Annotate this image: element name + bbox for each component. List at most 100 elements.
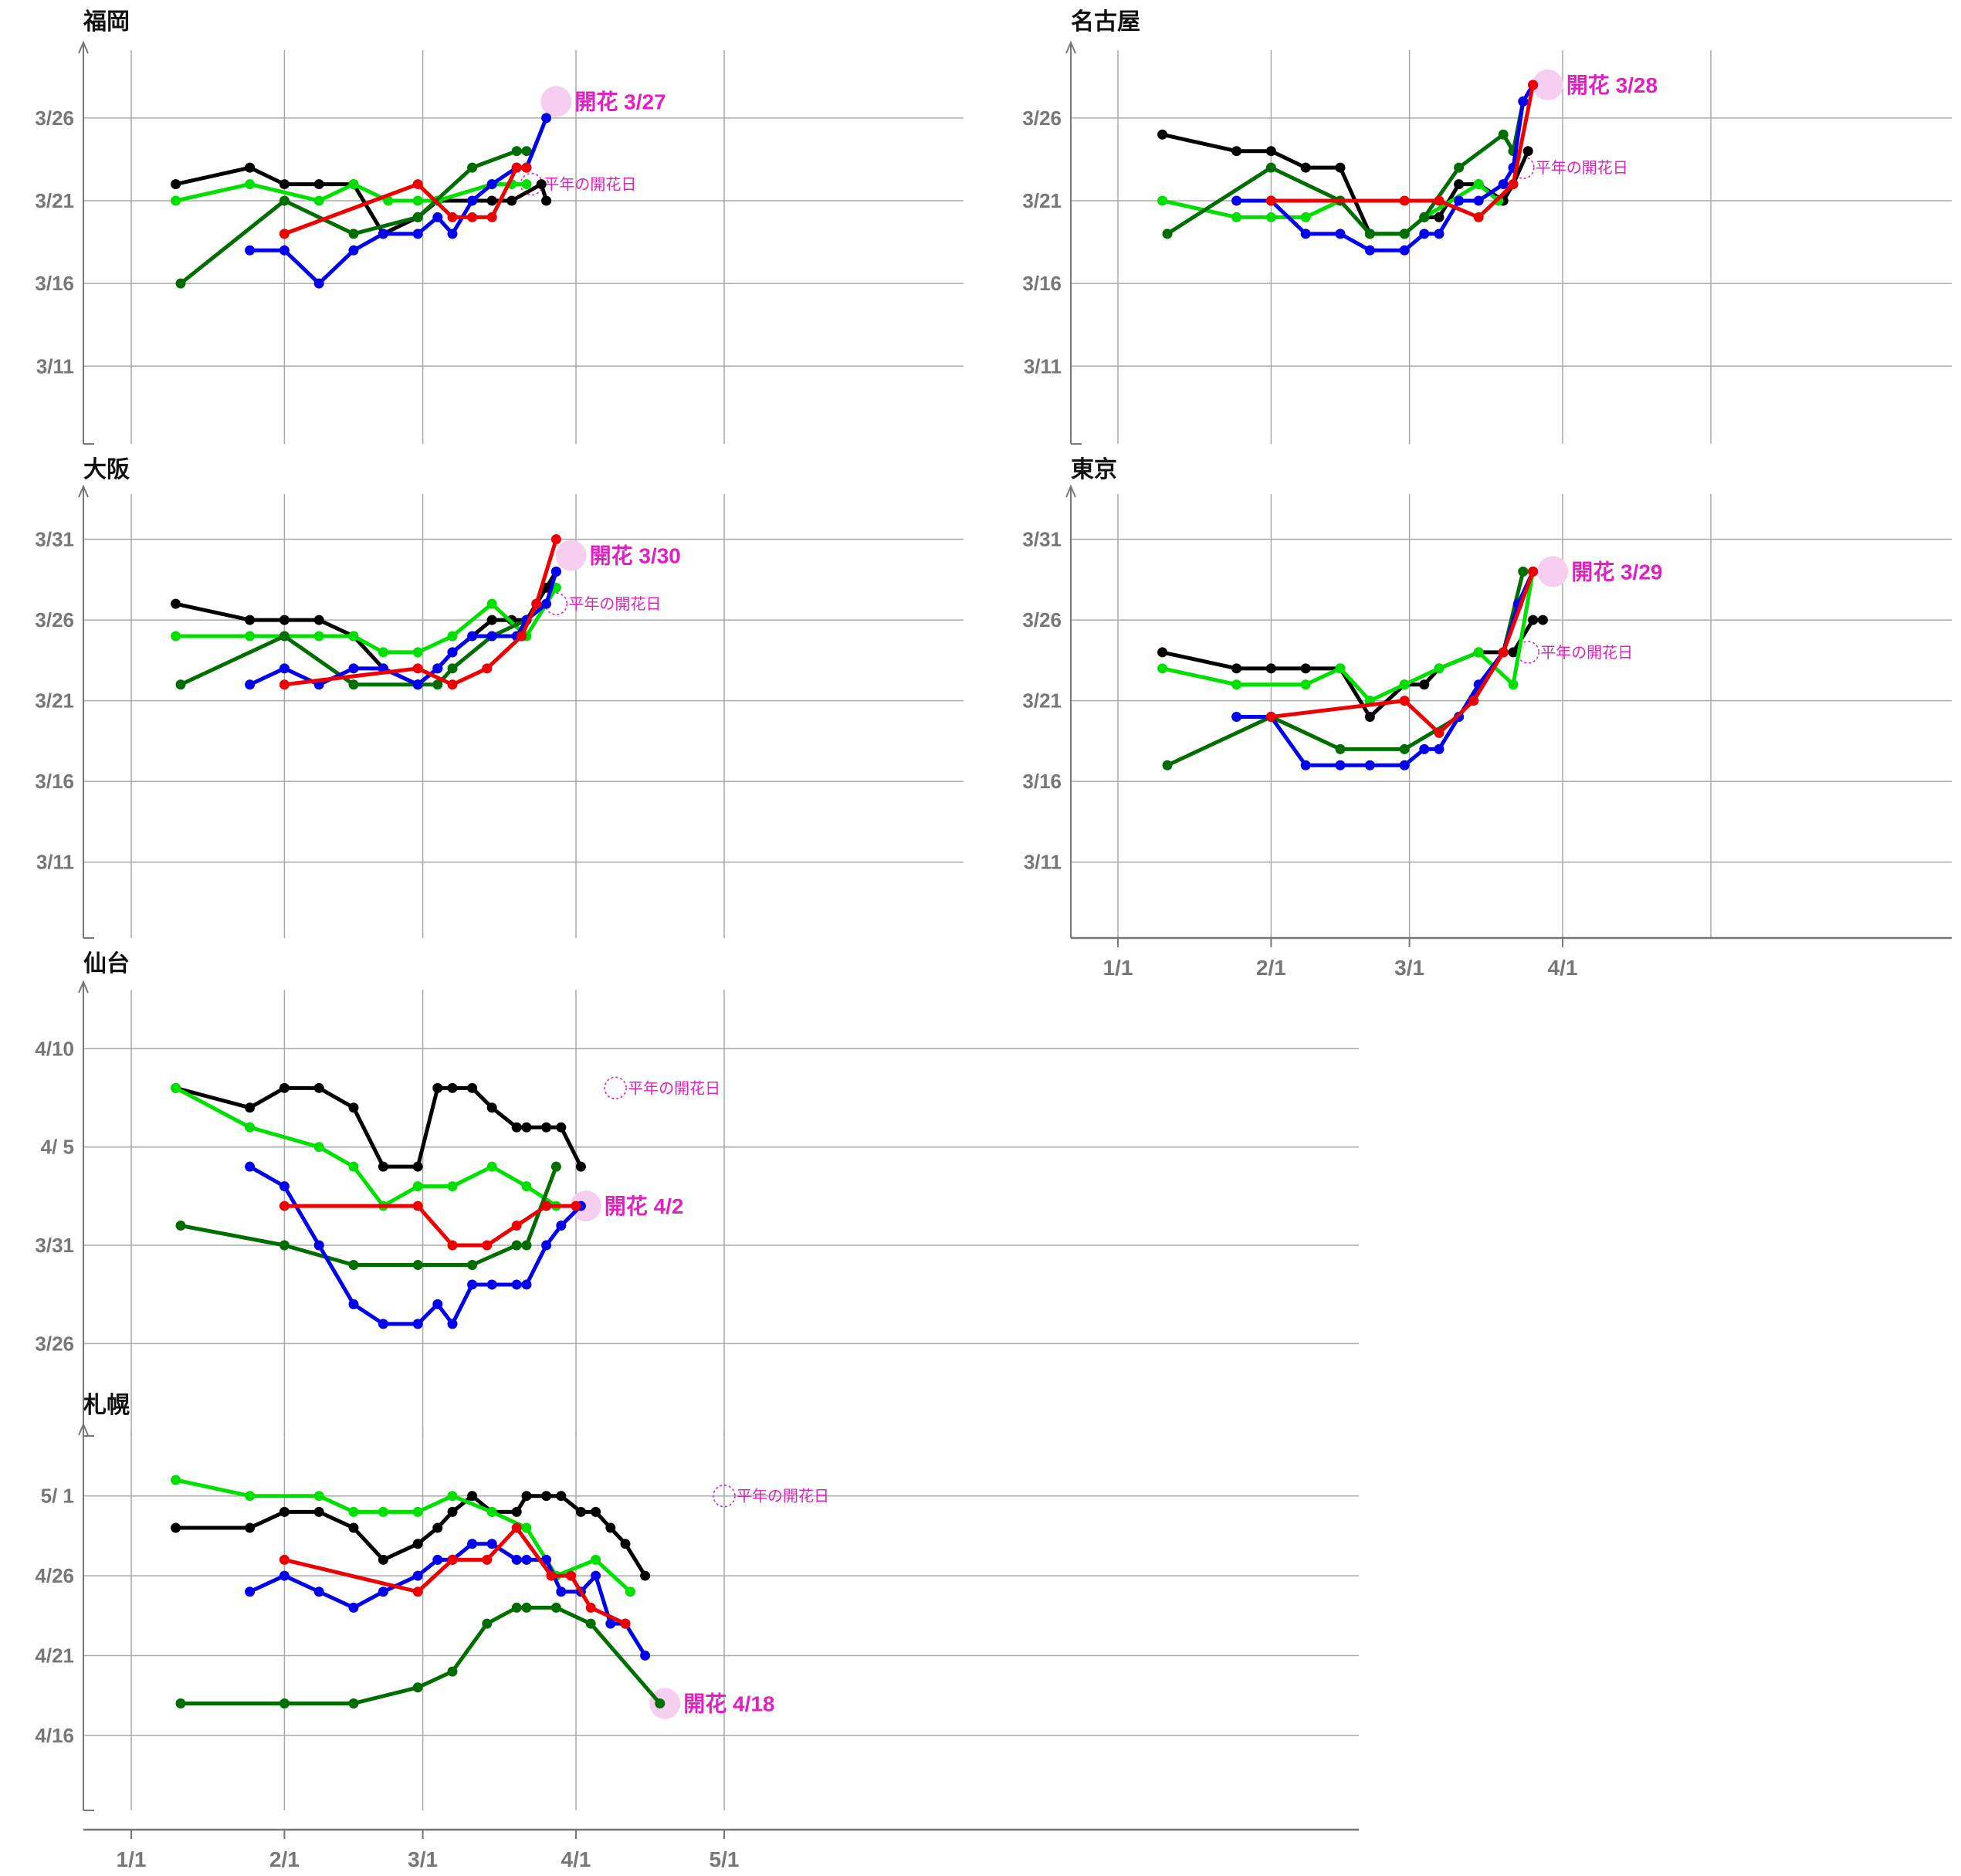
data-point [482,1240,493,1251]
data-point [171,179,181,190]
y-tick-label: 4/10 [35,1037,74,1060]
normal-bloom-marker [604,1076,628,1100]
data-point [447,1240,458,1251]
data-point [482,1618,493,1629]
data-point [279,1570,290,1581]
data-point [1265,195,1276,206]
data-point [1157,647,1168,658]
data-point [279,245,290,256]
x-tick-label: 2/1 [1256,956,1286,980]
data-point [1231,212,1242,222]
data-point [521,1554,532,1565]
data-point [1434,195,1445,206]
data-point [486,1102,497,1113]
data-point [447,1082,458,1093]
data-point [541,598,552,609]
data-point [412,1161,423,1172]
data-point [1300,229,1311,239]
data-point [1265,663,1276,674]
data-point [447,229,458,239]
chart-title: 札幌 [83,1393,130,1418]
data-point [447,1181,458,1192]
series-line-3 [1165,99,1526,236]
data-point [640,1570,651,1581]
series-line-5 [1268,569,1536,735]
data-point [486,1506,497,1517]
y-tick-label: 3/16 [35,770,74,793]
series-line-3 [178,1164,558,1267]
data-point [511,1506,522,1517]
series-line-5 [1268,83,1536,219]
data-point [412,647,423,658]
data-point [447,212,458,222]
data-point [313,1586,324,1597]
data-point [467,195,478,206]
data-point [175,278,186,289]
data-point [541,1491,552,1502]
data-point [171,1082,181,1093]
data-point [171,598,181,609]
data-point [591,1570,601,1581]
data-point [447,1554,458,1565]
data-point [348,245,359,256]
data-point [521,179,532,190]
data-point [1364,760,1375,770]
data-point [432,212,443,222]
data-point [1162,760,1173,770]
data-point [313,278,324,289]
series-line-3 [178,618,529,687]
y-tick-label: 3/16 [35,272,74,295]
data-point [1518,566,1529,577]
bottom-x-axes: 1/1 2/1 3/1 4/1 1/1 2/1 3/1 4/1 5/1 [83,936,1952,1871]
x-tick-label: 2/1 [269,1847,300,1871]
data-point [486,1539,497,1549]
data-point [348,1602,359,1613]
bloom-highlight [1532,69,1563,100]
data-point [245,245,256,256]
series-line-2 [174,585,558,655]
data-point [348,1161,359,1172]
data-point [1419,229,1430,239]
data-point [1528,566,1539,577]
data-point [467,212,478,222]
data-point [378,1554,388,1565]
data-point [1434,743,1445,754]
data-point [511,162,522,173]
data-point [486,615,497,625]
chart-panel-1: 福岡 3/26 3/21 3/16 3/11 平年の開花日 開花 3/27 [35,9,964,445]
data-point [521,162,532,173]
data-point [511,146,522,157]
y-axis-arrow [1065,40,1076,54]
chart-title: 仙台 [83,950,130,977]
data-point [348,1102,359,1113]
data-point [1157,129,1168,140]
data-point [620,1618,631,1629]
y-axis-arrow [1065,484,1076,498]
data-point [171,1475,181,1485]
data-point [412,679,423,690]
data-point [1473,647,1484,658]
data-point [486,179,497,190]
bloom-label: 開花 3/29 [1571,560,1662,584]
data-point [1231,663,1242,674]
series-line-1 [1160,618,1545,720]
x-tick-label: 3/1 [408,1847,438,1871]
data-point [486,598,497,609]
y-tick-label: 4/16 [35,1724,74,1747]
data-point [245,1491,256,1502]
data-point [585,1618,596,1629]
data-point [521,1491,532,1502]
series-line-4 [1235,83,1536,252]
data-point [1335,743,1346,754]
data-point [655,1698,666,1708]
data-point [1231,712,1242,723]
data-point [1265,146,1276,157]
data-point [486,1161,497,1172]
data-point [1399,229,1410,239]
data-point [279,1200,290,1211]
data-point [412,663,423,674]
data-point [245,615,256,625]
chart-panel-3: 大阪 3/31 3/26 3/21 3/16 3/11 平年の開花日 開花 3/30 [35,457,964,939]
chart-title: 福岡 [83,9,130,35]
data-point [412,1259,423,1270]
